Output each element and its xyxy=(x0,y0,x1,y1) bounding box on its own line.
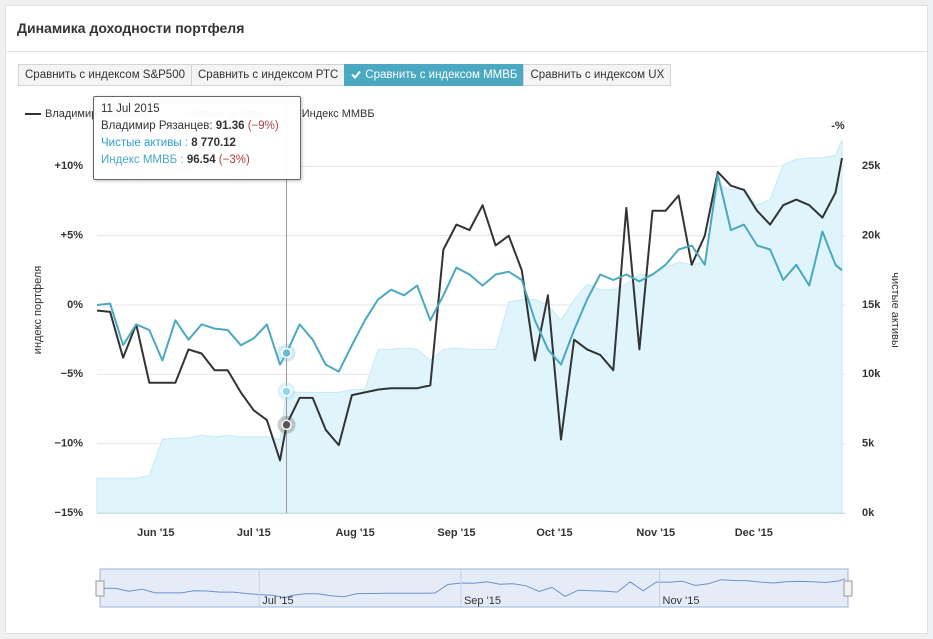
x-tick-label: Oct '15 xyxy=(536,527,572,539)
check-icon xyxy=(351,70,362,79)
tooltip-row: Индекс ММВБ : 96.54 (−3%) xyxy=(101,152,293,169)
tooltip-date: 11 Jul 2015 xyxy=(101,103,160,115)
tooltip-value: 91.36 xyxy=(215,120,245,132)
annotation: -% xyxy=(831,120,845,132)
tooltip-value: 8 770.12 xyxy=(191,137,236,149)
y-tick-label: +5% xyxy=(61,230,84,242)
tab-label: Сравнить с индексом РТС xyxy=(198,69,339,81)
navigator-tick-label: Jul '15 xyxy=(262,595,293,607)
x-tick-label: Dec '15 xyxy=(735,527,773,539)
y-tick-label: −5% xyxy=(61,368,84,380)
navigator-tick-label: Sep '15 xyxy=(464,595,501,607)
tab[interactable]: Сравнить с индексом UX xyxy=(523,64,672,86)
area xyxy=(96,139,843,514)
y2-tick-label: 25k xyxy=(862,160,881,172)
y-axis-title: индекс портфеля xyxy=(32,266,44,354)
tab-bar: Сравнить с индексом S&P500 Сравнить с инд… xyxy=(18,64,672,86)
y2-tick-label: 15k xyxy=(862,299,881,311)
hover-marker xyxy=(281,419,292,431)
y2-tick-label: 10k xyxy=(862,368,881,380)
x-tick-label: Nov '15 xyxy=(636,527,675,539)
navigator-line xyxy=(102,578,846,599)
x-tick-label: Jul '15 xyxy=(237,527,271,539)
navigator xyxy=(99,568,849,608)
y2-tick-label: 5k xyxy=(862,438,875,450)
tooltip-change: (−3%) xyxy=(218,154,250,166)
y-tick-label: −10% xyxy=(55,438,84,450)
navigator-tick-label: Nov '15 xyxy=(663,595,700,607)
tooltip-row: Владимир Рязанцев: 91.36 (−9%) xyxy=(101,118,293,135)
y2-tick-label: 20k xyxy=(862,230,881,242)
tooltip-value: 96.54 xyxy=(186,154,216,166)
navigator-handle[interactable] xyxy=(843,580,853,597)
tooltip: 11 Jul 2015 Владимир Рязанцев: 91.36 (−9… xyxy=(93,96,301,180)
tab[interactable]: Сравнить с индексом РТС xyxy=(191,64,346,86)
line xyxy=(96,157,843,462)
x-tick-label: Jun '15 xyxy=(137,527,174,539)
y2-tick-label: 0k xyxy=(862,507,875,519)
hover-marker xyxy=(281,347,292,359)
line xyxy=(96,173,843,373)
tab-label: Сравнить с индексом UX xyxy=(530,69,665,81)
y2-axis-title: чистые активы xyxy=(889,272,901,348)
tooltip-label: Владимир Рязанцев: xyxy=(101,120,213,132)
panel-title: Динамика доходности портфеля xyxy=(17,20,245,36)
x-tick-label: Aug '15 xyxy=(335,527,374,539)
y-tick-label: −15% xyxy=(55,507,84,519)
tooltip-row: Чистые активы : 8 770.12 xyxy=(101,135,293,152)
tooltip-label: Чистые активы : xyxy=(101,137,188,149)
y-tick-label: 0% xyxy=(67,299,83,311)
tab-label: Сравнить с индексом ММВБ xyxy=(365,69,518,81)
tab-label: Сравнить с индексом S&P500 xyxy=(25,69,185,81)
navigator-handle[interactable] xyxy=(95,580,105,597)
tooltip-change: (−9%) xyxy=(247,120,279,132)
hover-marker xyxy=(281,386,292,397)
separator xyxy=(6,51,927,52)
y-tick-label: +10% xyxy=(55,160,84,172)
tooltip-label: Индекс ММВБ : xyxy=(101,154,184,166)
legend-label: Индекс ММВБ xyxy=(302,108,375,120)
x-tick-label: Sep '15 xyxy=(437,527,475,539)
tab[interactable]: Сравнить с индексом S&P500 xyxy=(18,64,192,86)
tab[interactable]: Сравнить с индексом ММВБ xyxy=(344,64,525,86)
